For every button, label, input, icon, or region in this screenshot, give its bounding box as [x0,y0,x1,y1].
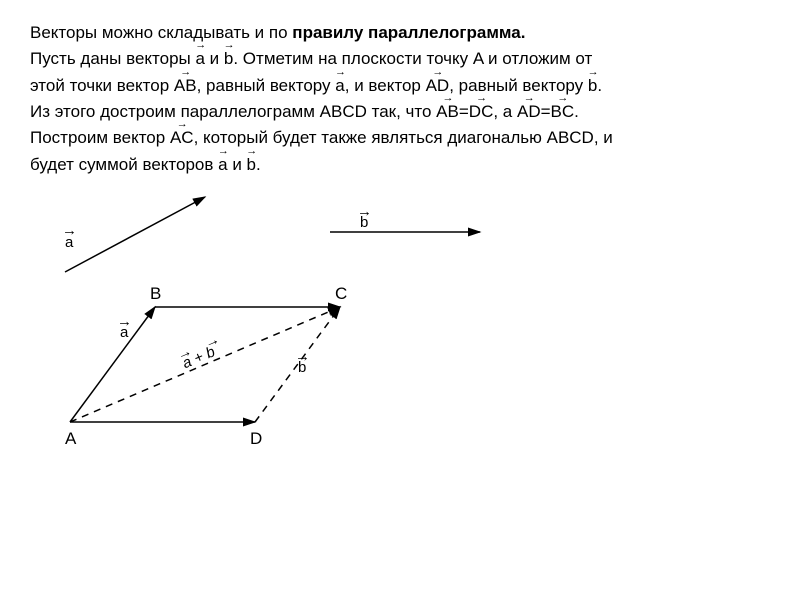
arrow-a-small: → [117,313,132,330]
vec-a: a [218,152,227,178]
vec-b: b [224,46,233,72]
vec-b: b [247,152,256,178]
t: . Отметим на плоскости точку A и отложим… [233,49,592,68]
t: , который будет также являться диагональ… [194,128,613,147]
label-B: B [150,284,161,303]
label-D: D [250,429,262,448]
vec-AB: AB [174,73,197,99]
vec-DC: DC [469,99,494,125]
t: Пусть даны векторы [30,49,195,68]
vec-BC: BC [551,99,575,125]
t: будет суммой векторов [30,155,218,174]
vec-AC: AC [170,125,194,151]
t: = [459,102,469,121]
t: , и вектор [345,76,426,95]
arrow-a-free: → [62,222,77,239]
arrow-b-free: → [357,203,372,220]
t: и [205,49,224,68]
explanation-text: Векторы можно складывать и по правилу па… [30,20,770,178]
vec-a: a [335,73,344,99]
t: . [256,155,261,174]
vec-AD: AD [517,99,541,125]
vec-a: a [195,46,204,72]
diagram-svg: a → b → A B C D a → b → a + b → → [30,192,770,472]
t: Построим вектор [30,128,170,147]
label-C: C [335,284,347,303]
t: и [228,155,247,174]
t: Векторы можно складывать и по [30,23,292,42]
t: этой точки вектор [30,76,174,95]
t: , а [493,102,517,121]
arrow-b-small: → [295,348,310,365]
vec-AB: AB [436,99,459,125]
t: Из этого достроим параллелограмм ABCD та… [30,102,436,121]
label-A: A [65,429,77,448]
t: . [597,76,602,95]
parallelogram-diagram: a → b → A B C D a → b → a + b → → [30,192,770,472]
t: = [541,102,551,121]
t: правилу параллелограмма. [292,23,525,42]
t: , равный вектору [197,76,336,95]
t: . [574,102,579,121]
vec-b: b [588,73,597,99]
